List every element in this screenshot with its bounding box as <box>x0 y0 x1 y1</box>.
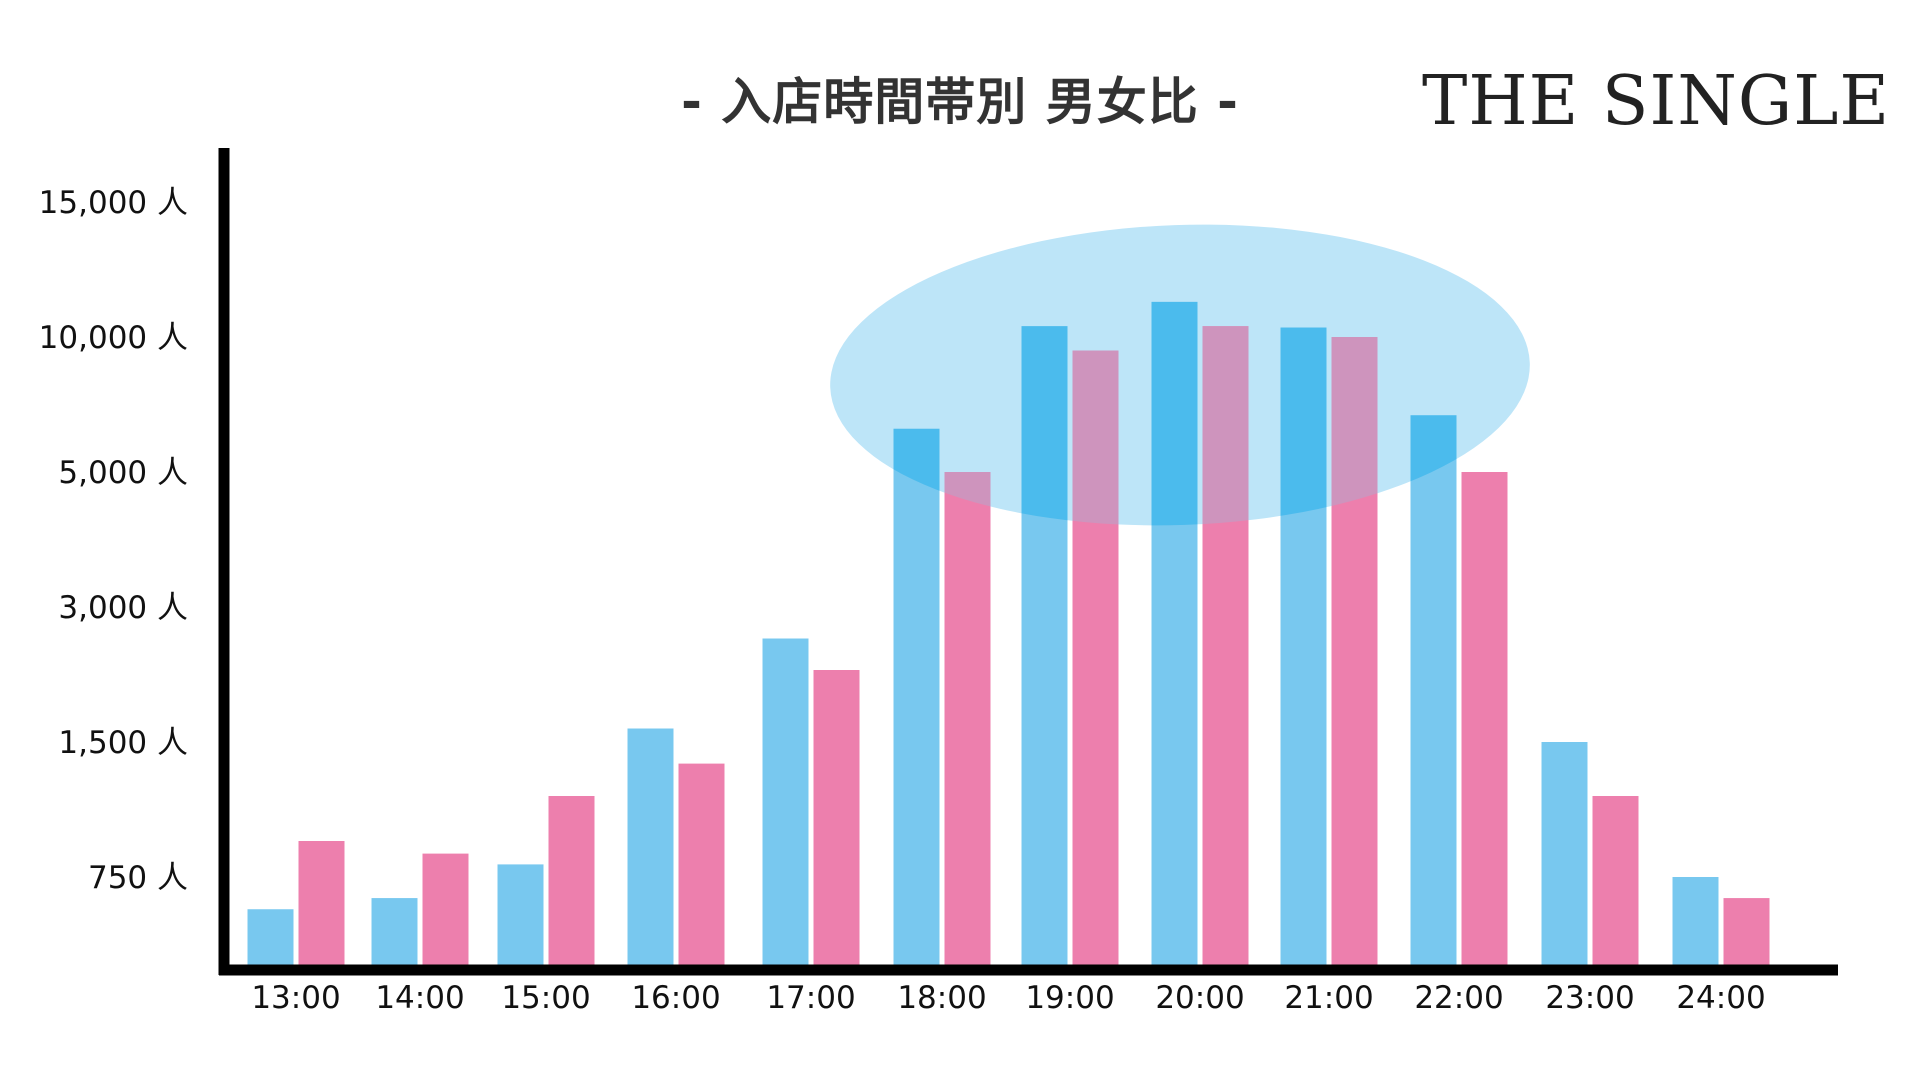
brand-logo: THE SINGLE <box>1422 62 1890 141</box>
y-tick-label: 15,000 人 <box>39 185 188 221</box>
chart-title: - 入店時間帯別 男女比 - <box>681 73 1239 131</box>
bar-blue-1500 <box>497 864 544 970</box>
bar-pink-2300 <box>1592 796 1639 970</box>
x-tick-label: 20:00 <box>1155 980 1244 1016</box>
x-tick-label: 18:00 <box>897 980 986 1016</box>
x-tick-label: 13:00 <box>251 980 340 1016</box>
x-tick-label: 14:00 <box>375 980 464 1016</box>
y-tick-label: 10,000 人 <box>39 320 188 356</box>
bar-blue-1700 <box>762 638 809 970</box>
x-tick-label: 16:00 <box>631 980 720 1016</box>
x-tick-label: 22:00 <box>1414 980 1503 1016</box>
bar-pink-1500 <box>548 796 595 970</box>
bar-blue-2400 <box>1672 877 1719 970</box>
y-tick-label: 3,000 人 <box>58 590 188 626</box>
bar-highlight-pink-1900 <box>1072 350 1119 538</box>
x-tick-label: 24:00 <box>1676 980 1765 1016</box>
bar-pink-2200 <box>1461 472 1508 970</box>
bar-highlight-blue-2000 <box>1151 301 1198 538</box>
x-tick-label: 23:00 <box>1545 980 1634 1016</box>
bar-blue-2300 <box>1541 742 1588 970</box>
y-tick-label: 750 人 <box>88 860 188 896</box>
bar-highlight-blue-1900 <box>1021 326 1068 538</box>
bar-blue-1800 <box>893 428 940 970</box>
bar-pink-2400 <box>1723 898 1770 970</box>
y-tick-label: 5,000 人 <box>58 455 188 491</box>
bar-pink-1600 <box>678 763 725 970</box>
x-tick-label: 19:00 <box>1025 980 1114 1016</box>
y-tick-label: 1,500 人 <box>58 725 188 761</box>
bar-pink-1300 <box>298 841 345 970</box>
x-tick-label: 15:00 <box>501 980 590 1016</box>
bar-blue-1300 <box>247 909 294 970</box>
x-tick-label: 21:00 <box>1284 980 1373 1016</box>
bar-highlight-blue-2100 <box>1280 327 1327 538</box>
bar-blue-2200 <box>1410 415 1457 970</box>
x-tick-label: 17:00 <box>766 980 855 1016</box>
bar-pink-1700 <box>813 670 860 970</box>
bar-highlight-pink-2000 <box>1202 326 1249 538</box>
bar-pink-1400 <box>422 853 469 970</box>
bar-pink-1800 <box>944 472 991 970</box>
bar-blue-1400 <box>371 898 418 970</box>
bar-blue-1600 <box>627 728 674 970</box>
